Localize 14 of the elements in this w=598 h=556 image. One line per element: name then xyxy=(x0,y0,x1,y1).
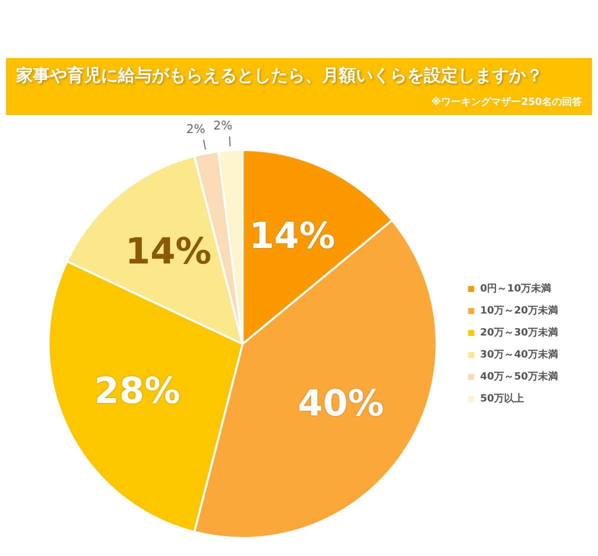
chart-title: 家事や育児に給与がもらえるとしたら、月額いくらを設定しますか？ xyxy=(16,65,544,87)
legend-label: 30万～40万未満 xyxy=(480,348,558,361)
data-label: 28% xyxy=(94,370,180,412)
legend-label: 10万～20万未満 xyxy=(480,304,558,317)
data-label: 14% xyxy=(125,232,212,273)
legend-label: 40万～50万未満 xyxy=(480,370,558,383)
legend-label: 0円～10万未満 xyxy=(480,282,552,295)
data-label: 2% xyxy=(213,118,232,133)
data-label: 2% xyxy=(186,122,206,136)
chart-subtitle: ※ワーキングマザー250名の回答 xyxy=(430,96,582,109)
legend-label: 50万以上 xyxy=(480,392,524,405)
data-label: 40% xyxy=(298,384,384,425)
data-label: 14% xyxy=(249,216,336,258)
legend-label: 20万～30万未満 xyxy=(480,326,558,339)
